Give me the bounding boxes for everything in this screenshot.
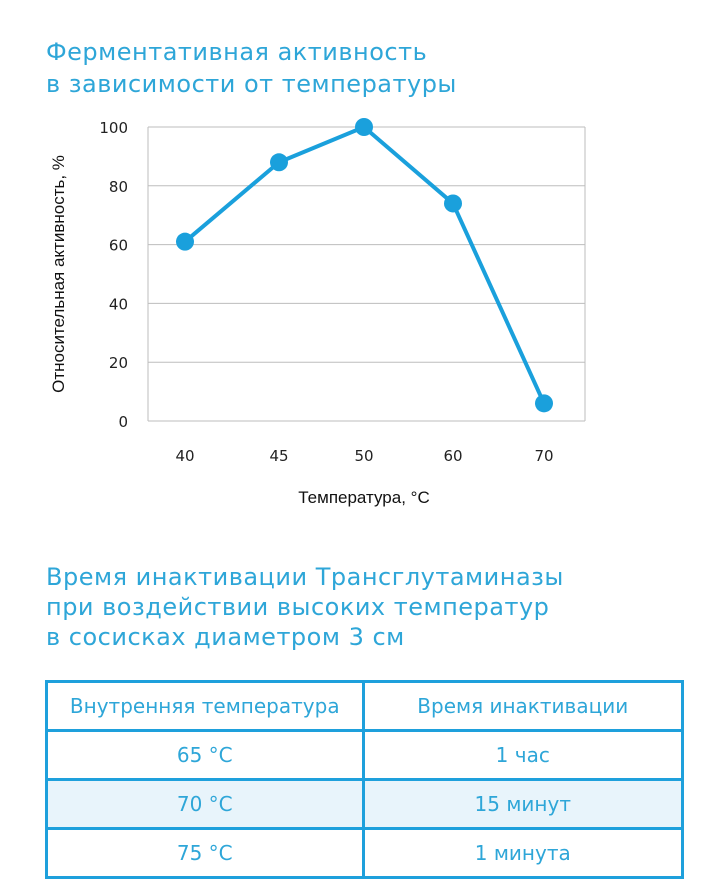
x-axis-title: Температура, °C <box>298 488 429 507</box>
data-point <box>355 118 373 136</box>
data-point <box>444 194 462 213</box>
cell-time: 15 минут <box>361 778 684 830</box>
table-title-line-1: Время инактивации Трансглутаминазы <box>46 563 564 591</box>
chart-title: Ферментативная активность в зависимости … <box>46 36 666 100</box>
x-tick-label: 70 <box>534 447 553 465</box>
x-tick-label: 50 <box>354 447 373 465</box>
chart-title-line-2: в зависимости от температуры <box>46 70 457 98</box>
y-axis-title: Относительная активность, % <box>49 155 68 393</box>
y-tick-label: 100 <box>99 119 128 137</box>
header-inactivation-time: Время инактивации <box>361 680 684 732</box>
table-header-row: Внутренняя температура Время инактивации <box>45 680 684 732</box>
y-tick-label: 20 <box>109 354 128 372</box>
cell-time: 1 минута <box>361 827 684 879</box>
table-title-line-2: при воздействии высоких температур <box>46 593 550 621</box>
chart-title-line-1: Ферментативная активность <box>46 38 428 66</box>
data-point <box>270 153 288 172</box>
y-tick-label: 40 <box>109 295 128 313</box>
activity-line-chart: 0 20 40 60 80 100 40 45 50 60 70 Температура, °C Отн… <box>49 118 586 507</box>
table-title: Время инактивации Трансглутаминазы при в… <box>46 562 686 652</box>
cell-time: 1 час <box>361 729 684 781</box>
x-tick-label: 60 <box>443 447 462 465</box>
inactivation-table: Внутренняя температура Время инактивации… <box>45 680 684 879</box>
table-title-line-3: в сосисках диаметром 3 см <box>46 623 405 651</box>
y-tick-label: 0 <box>118 413 128 431</box>
cell-temperature: 65 °C <box>45 729 365 781</box>
header-internal-temperature: Внутренняя температура <box>45 680 365 732</box>
y-tick-label: 80 <box>109 178 128 196</box>
table-row: 75 °C 1 минута <box>45 827 684 879</box>
table-row: 70 °C 15 минут <box>45 778 684 830</box>
data-point <box>176 232 194 251</box>
table-row: 65 °C 1 час <box>45 729 684 781</box>
data-point <box>535 394 553 413</box>
cell-temperature: 75 °C <box>45 827 365 879</box>
x-tick-label: 45 <box>269 447 288 465</box>
cell-temperature: 70 °C <box>45 778 365 830</box>
y-tick-label: 60 <box>109 237 128 255</box>
x-tick-label: 40 <box>175 447 194 465</box>
